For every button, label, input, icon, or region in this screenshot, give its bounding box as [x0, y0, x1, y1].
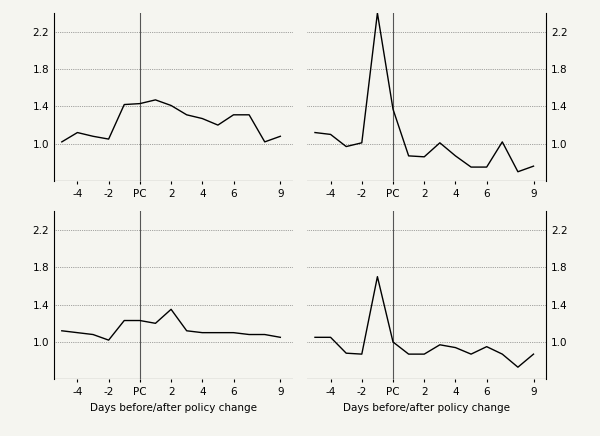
X-axis label: Days before/after policy change: Days before/after policy change [343, 402, 510, 412]
X-axis label: Days before/after policy change: Days before/after policy change [90, 402, 257, 412]
